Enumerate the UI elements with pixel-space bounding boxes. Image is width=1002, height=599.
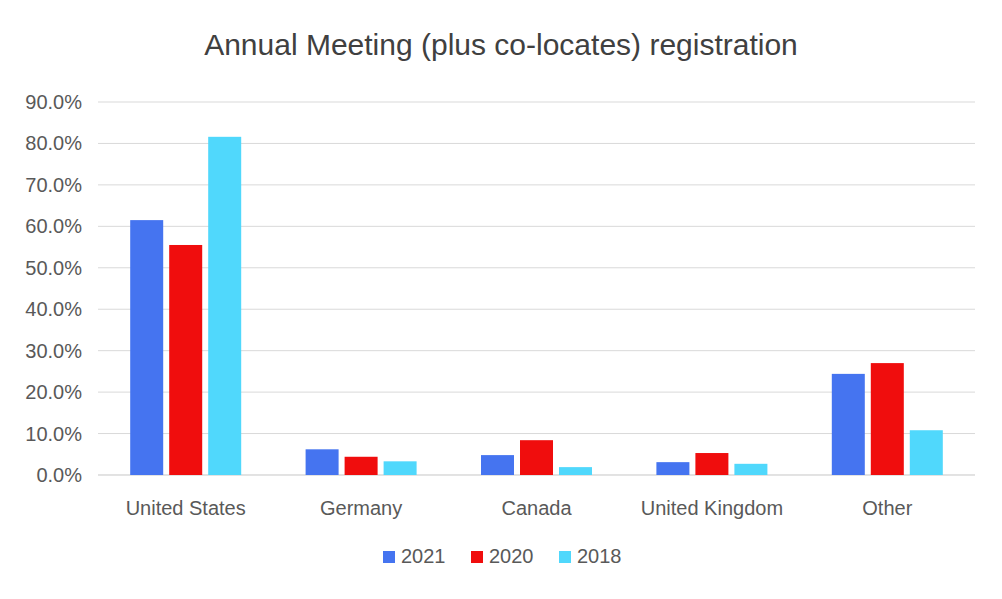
y-tick-label: 90.0%: [25, 91, 82, 113]
bar: [306, 449, 339, 475]
y-tick-label: 80.0%: [25, 132, 82, 154]
y-tick-label: 70.0%: [25, 174, 82, 196]
bar: [130, 220, 163, 475]
bar: [520, 440, 553, 475]
legend-label: 2020: [489, 545, 534, 567]
legend: 2021 2020 2018: [383, 545, 622, 567]
legend-swatch: [383, 551, 395, 563]
x-tick-label: United States: [126, 497, 246, 519]
legend-label: 2021: [401, 545, 446, 567]
chart-title: Annual Meeting (plus co-locates) registr…: [204, 28, 798, 61]
bar: [871, 363, 904, 475]
y-tick-label: 10.0%: [25, 423, 82, 445]
x-tick-label: Other: [862, 497, 912, 519]
x-tick-label: Canada: [501, 497, 572, 519]
bar: [384, 461, 417, 475]
y-tick-label: 40.0%: [25, 298, 82, 320]
bar: [695, 453, 728, 475]
chart-container: Annual Meeting (plus co-locates) registr…: [0, 0, 1002, 599]
bar: [734, 464, 767, 475]
y-tick-label: 0.0%: [36, 464, 82, 486]
bar: [656, 462, 689, 475]
chart-svg: Annual Meeting (plus co-locates) registr…: [0, 0, 1002, 599]
bar: [910, 430, 943, 475]
x-tick-label: Germany: [320, 497, 402, 519]
bar: [208, 137, 241, 475]
y-tick-label: 20.0%: [25, 381, 82, 403]
bar: [169, 245, 202, 475]
y-tick-label: 30.0%: [25, 340, 82, 362]
bar: [481, 455, 514, 475]
bar: [832, 374, 865, 475]
bar: [345, 457, 378, 475]
y-tick-label: 60.0%: [25, 215, 82, 237]
x-tick-label: United Kingdom: [641, 497, 783, 519]
legend-swatch: [471, 551, 483, 563]
legend-swatch: [559, 551, 571, 563]
legend-label: 2018: [577, 545, 622, 567]
grid-line: [98, 102, 975, 103]
bar: [559, 467, 592, 475]
y-tick-label: 50.0%: [25, 257, 82, 279]
bars: [130, 137, 943, 475]
